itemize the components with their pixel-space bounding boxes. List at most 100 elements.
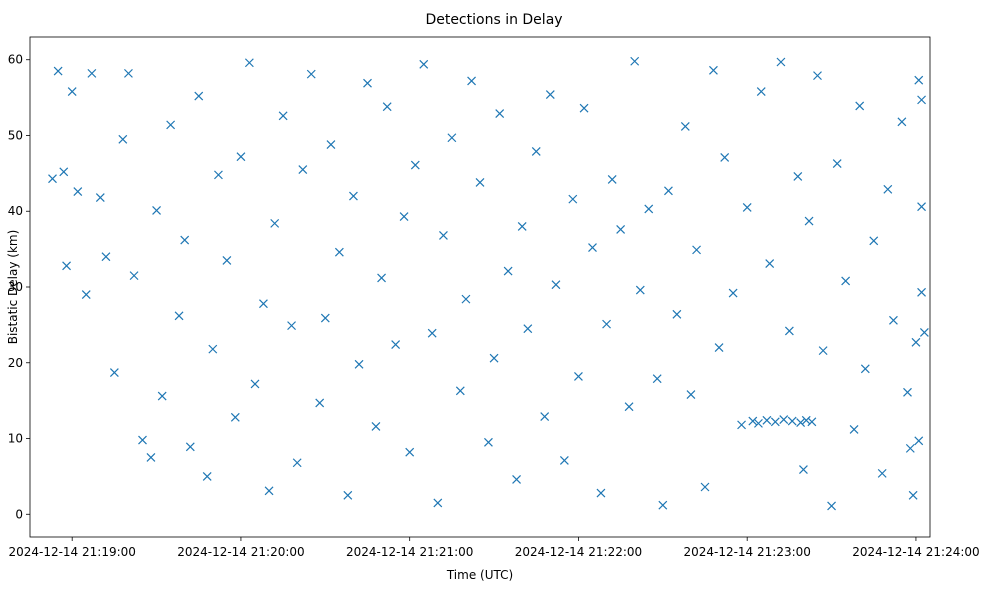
data-point-marker	[278, 111, 288, 121]
data-point-marker	[461, 294, 471, 304]
data-point-marker	[720, 153, 730, 162]
data-point-marker	[776, 57, 786, 67]
plot-area	[29, 36, 931, 538]
data-point-marker	[579, 103, 589, 113]
data-point-marker	[489, 353, 499, 363]
y-axis-ticks: 0 10 20 30 40 50 60	[8, 53, 30, 521]
data-point-marker	[568, 194, 578, 204]
data-point-marker	[315, 398, 325, 408]
data-point-marker	[917, 202, 926, 212]
x-tick-label: 2024-12-14 21:23:00	[683, 545, 810, 559]
data-point-marker	[754, 418, 763, 428]
data-point-marker	[714, 343, 724, 353]
data-point-marker	[770, 417, 780, 427]
data-point-marker	[813, 71, 822, 81]
data-point-marker	[484, 437, 493, 447]
data-point-marker	[354, 359, 364, 369]
data-point-marker	[905, 443, 915, 453]
data-point-marker	[81, 290, 91, 300]
data-point-marker	[917, 95, 926, 105]
data-point-marker	[911, 337, 921, 347]
data-point-marker	[652, 374, 662, 384]
data-point-marker	[914, 75, 924, 85]
data-point-marker	[644, 204, 654, 214]
data-point-marker	[95, 193, 105, 203]
data-point-marker	[48, 174, 57, 184]
data-point-marker	[467, 76, 476, 86]
data-point-marker	[146, 453, 156, 462]
data-point-marker	[67, 87, 77, 96]
data-point-marker	[737, 420, 746, 430]
data-point-marker	[152, 206, 161, 215]
data-point-marker	[244, 58, 254, 68]
data-point-marker	[849, 424, 859, 434]
chart-title: Detections in Delay	[425, 12, 562, 28]
data-point-marker	[709, 65, 718, 75]
data-point-marker	[391, 340, 401, 350]
data-point-marker	[658, 500, 668, 510]
data-point-marker	[118, 134, 128, 144]
x-axis-ticks: 2024-12-14 21:19:00 2024-12-14 21:20:00 20…	[8, 537, 980, 559]
data-point-marker	[574, 371, 583, 381]
data-point-marker	[208, 344, 218, 354]
data-point-marker	[427, 328, 437, 338]
data-point-marker	[202, 471, 212, 481]
x-tick-label: 2024-12-14 21:21:00	[346, 545, 473, 559]
data-point-marker	[756, 87, 766, 96]
data-point-marker	[287, 321, 296, 331]
data-point-marker	[545, 90, 555, 100]
data-point-marker	[692, 245, 701, 255]
data-point-marker	[157, 391, 167, 401]
data-point-marker	[624, 402, 634, 412]
y-tick-label: 30	[8, 280, 23, 294]
data-point-marker	[804, 216, 814, 226]
data-point-marker	[807, 417, 817, 427]
data-point-marker	[517, 221, 527, 231]
data-point-marker	[559, 456, 569, 465]
data-point-marker	[630, 56, 640, 66]
data-point-marker	[419, 59, 429, 69]
data-point-marker	[889, 315, 898, 325]
data-point-marker	[672, 309, 682, 319]
data-point-marker	[194, 91, 204, 101]
data-point-marker	[908, 490, 918, 500]
y-tick-label: 20	[8, 356, 23, 370]
data-point-marker	[827, 501, 836, 511]
data-point-marker	[664, 186, 673, 196]
data-point-marker	[787, 416, 797, 426]
data-point-marker	[129, 271, 139, 281]
data-point-marker	[405, 447, 415, 457]
data-point-marker	[796, 418, 806, 428]
y-axis-label: Bistatic Delay (km)	[6, 230, 20, 345]
data-point-marker	[109, 368, 119, 378]
data-point-marker	[399, 212, 409, 221]
y-tick-label: 40	[8, 204, 23, 218]
data-point-marker	[447, 133, 457, 143]
data-point-marker	[793, 171, 803, 181]
data-point-marker	[433, 498, 443, 508]
data-point-marker	[185, 442, 195, 452]
data-point-marker	[503, 266, 513, 276]
y-tick-label: 60	[8, 53, 23, 67]
y-tick-label: 50	[8, 128, 23, 142]
data-point-marker	[298, 165, 308, 175]
data-point-marker	[686, 390, 696, 400]
data-point-marker	[62, 261, 71, 271]
data-point-marker	[326, 140, 336, 150]
data-point-marker	[801, 415, 811, 425]
data-point-marker	[334, 247, 344, 257]
data-point-marker	[728, 288, 738, 298]
data-point-marker	[306, 69, 316, 79]
data-point-marker	[382, 102, 392, 112]
data-point-marker	[166, 120, 176, 130]
data-point-marker	[832, 159, 842, 168]
data-point-marker	[914, 436, 924, 446]
data-point-marker	[551, 280, 561, 290]
data-point-marker	[596, 488, 606, 498]
data-point-marker	[841, 276, 851, 286]
data-points	[48, 56, 929, 511]
data-point-marker	[259, 299, 268, 309]
data-point-marker	[855, 101, 865, 111]
data-point-marker	[124, 68, 133, 78]
